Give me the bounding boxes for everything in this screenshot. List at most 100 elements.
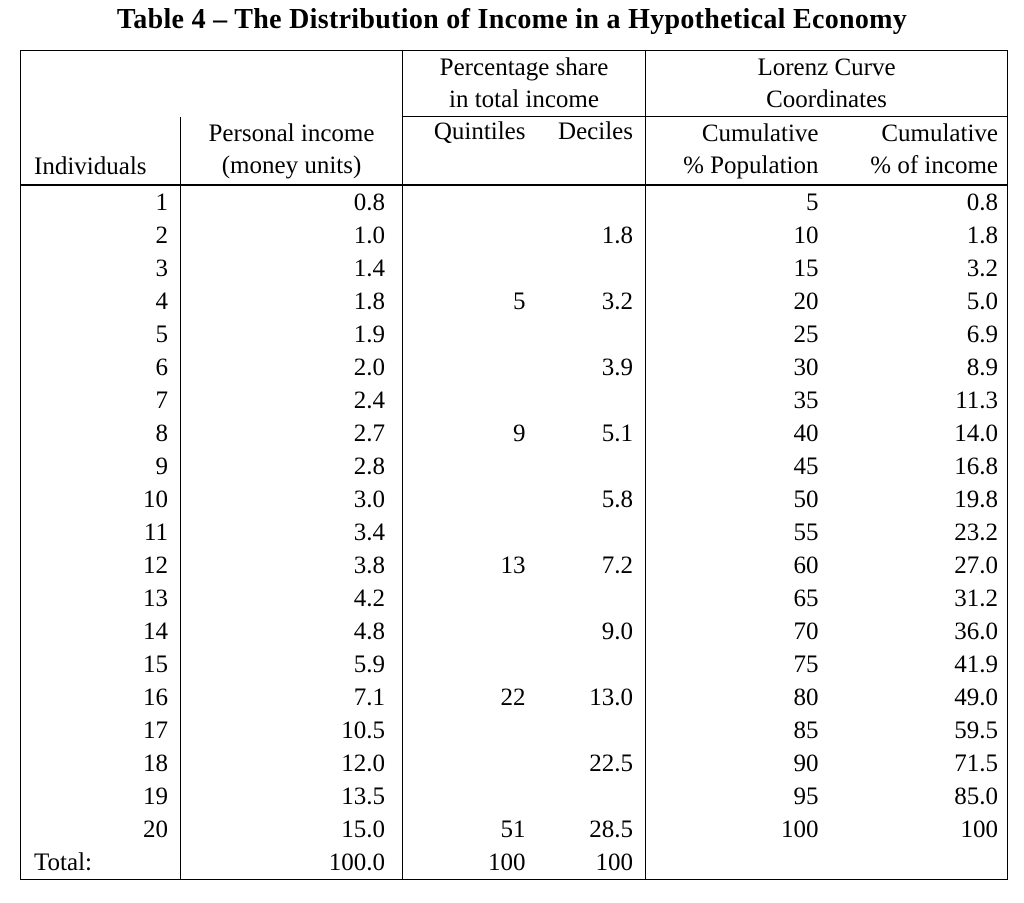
cell-cumulative-population: 75 [645,647,829,681]
cell-decile: 13.0 [589,683,633,711]
cell-quintile: 51 [402,812,534,846]
cell-decile [534,450,646,483]
cell-cumulative-income: 14.0 [954,419,999,447]
cell-income: 3.8 [180,548,403,582]
cell-income: 2.7 [180,416,403,450]
total-row: Total: 100.0 100 100 [21,845,1008,879]
table-row: 15 5.9 75 41.9 [21,647,1008,681]
cell-income: 15.0 [180,812,403,846]
cell-cumulative-income: 27.0 [954,551,999,579]
cell-individual: 4 [155,287,169,315]
cell-quintile [402,581,534,615]
cell-cumulative-income: 6.9 [966,320,999,348]
blank-corner-cell [21,51,403,117]
cell-income: 5.9 [180,647,403,681]
cell-individual: 6 [155,353,169,381]
cell-cumulative-income: 19.8 [954,485,999,513]
cell-cumulative-income: 100 [960,815,999,843]
cell-cumulative-population: 20 [645,284,829,318]
cell-cumulative-population: 40 [645,416,829,450]
table-row: 18 12.0 22.5 90 71.5 [21,746,1008,780]
table-row: 17 10.5 85 59.5 [21,713,1008,747]
cell-quintile [402,184,534,219]
cell-income: 4.2 [180,581,403,615]
table-row: 20 15.0 51 28.5 100 100 [21,812,1008,846]
cell-decile [534,252,646,285]
cell-quintile [402,713,534,747]
group-header-lorenz: Lorenz Curve Coordinates [644,50,1008,117]
cell-cumulative-population: 15 [645,251,829,285]
cell-income: 10.5 [180,713,403,747]
cell-decile [534,648,646,681]
cell-quintile: 5 [402,284,534,318]
cell-decile: 28.5 [589,815,633,843]
cell-cumulative-income: 49.0 [954,683,999,711]
group-lorenz-line1: Lorenz Curve [757,53,896,81]
table-row: 10 3.0 5.8 50 19.8 [21,482,1008,516]
cell-decile: 22.5 [589,749,633,777]
cell-quintile: 22 [402,680,534,714]
cell-decile [534,318,646,351]
header-cumulative-income: Cumulative % of income [828,116,1008,186]
cell-decile [534,780,646,813]
cell-cumulative-population [645,845,829,879]
cell-cumulative-population: 80 [645,680,829,714]
header-deciles: Deciles [533,116,646,186]
cell-cumulative-income: 36.0 [954,617,999,645]
cell-decile [534,582,646,615]
table-row: 5 1.9 25 6.9 [21,317,1008,351]
table-row: 19 13.5 95 85.0 [21,779,1008,813]
cell-cumulative-income: 23.2 [954,518,999,546]
group-header-row: Percentage share in total income Lorenz … [21,50,1008,117]
cell-quintile [402,350,534,384]
header-cum-pop-line1: Cumulative [701,120,819,148]
cell-individual: 2 [155,221,169,249]
table-row: 3 1.4 15 3.2 [21,251,1008,285]
group-share-line2: in total income [449,85,599,113]
table-title: Table 4 – The Distribution of Income in … [116,4,908,35]
cell-individual: 9 [155,452,169,480]
cell-individual: 12 [143,551,168,579]
header-personal-income: Personal income (money units) [180,116,403,186]
cell-decile: 7.2 [601,551,633,579]
cell-cumulative-income: 59.5 [954,716,999,744]
cell-quintile: 100 [402,845,534,879]
cell-income: 3.4 [180,515,403,549]
cell-income: 3.0 [180,482,403,516]
cell-individual: 11 [143,518,168,546]
cell-cumulative-population: 60 [645,548,829,582]
table-row: 16 7.1 22 13.0 80 49.0 [21,680,1008,714]
cell-individual: 19 [143,782,168,810]
cell-decile [534,714,646,747]
cell-individual: 18 [143,749,168,777]
cell-individual: 20 [143,815,168,843]
cell-cumulative-income: 41.9 [954,650,999,678]
cell-quintile [402,449,534,483]
cell-cumulative-income: 16.8 [954,452,999,480]
cell-income: 2.4 [180,383,403,417]
cell-decile: 9.0 [601,617,633,645]
cell-quintile [402,482,534,516]
cell-cumulative-population: 30 [645,350,829,384]
cell-decile: 5.1 [601,419,633,447]
table-row: 12 3.8 13 7.2 60 27.0 [21,548,1008,582]
cell-cumulative-population: 10 [645,218,829,252]
cell-cumulative-population: 45 [645,449,829,483]
cell-income: 4.8 [180,614,403,648]
cell-decile: 3.9 [601,353,633,381]
header-quintiles: Quintiles [402,116,534,186]
cell-individual: 1 [155,188,169,216]
cell-individual: Total: [34,848,92,876]
cell-cumulative-income: 8.9 [966,353,999,381]
cell-quintile [402,251,534,285]
cell-decile [534,516,646,549]
cell-quintile [402,614,534,648]
group-lorenz-line2: Coordinates [766,85,887,113]
cell-cumulative-population: 5 [645,184,829,219]
cell-income: 1.8 [180,284,403,318]
table-row: 11 3.4 55 23.2 [21,515,1008,549]
cell-income: 1.0 [180,218,403,252]
header-cum-inc-line1: Cumulative [881,120,999,148]
cell-cumulative-population: 70 [645,614,829,648]
